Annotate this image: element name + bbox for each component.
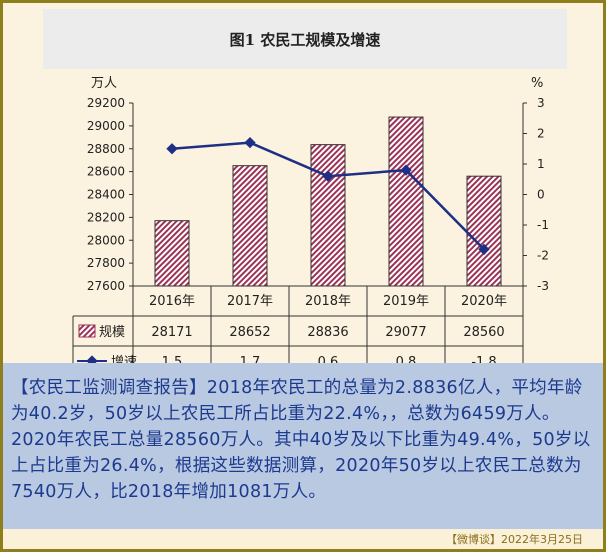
y-right-tick-label: -2 — [537, 249, 549, 263]
y-right-tick-label: -1 — [537, 218, 549, 232]
table-cell-value: 29077 — [385, 325, 426, 340]
table-cell-value: 0.8 — [396, 355, 417, 363]
table-cell-value: 1.5 — [162, 355, 183, 363]
y-right-tick-label: 1 — [537, 157, 545, 171]
y-left-tick-label: 27800 — [87, 256, 125, 270]
y-left-tick-label: 28400 — [87, 188, 125, 202]
growth-point-2020年 — [478, 243, 490, 256]
report-panel: 【农民工监测调查报告】2018年农民工的总量为2.8836亿人，平均年龄为40.… — [3, 363, 603, 529]
y-left-tick-label: 29200 — [87, 96, 125, 110]
footer-bar: 【微博谈】2022年3月25日 — [3, 529, 603, 549]
legend-swatch-marker — [86, 355, 98, 363]
report-text: 【农民工监测调查报告】2018年农民工的总量为2.8836亿人，平均年龄为40.… — [11, 378, 591, 502]
y-left-tick-label: 28200 — [87, 210, 125, 224]
y-right-unit: % — [531, 76, 543, 91]
x-category-label: 2018年 — [305, 294, 351, 309]
y-left-tick-label: 27600 — [87, 279, 125, 293]
y-right-tick-label: 0 — [537, 188, 545, 202]
table-cell-value: -1.8 — [471, 355, 496, 363]
bar-2020年 — [466, 175, 502, 287]
bar-2017年 — [232, 165, 268, 287]
table-cell-value: 1.7 — [240, 355, 261, 363]
y-left-tick-label: 28600 — [87, 165, 125, 179]
chart-area: 图1 农民工规模及增速 27600 27800 28000 28200 28400 286… — [3, 3, 603, 363]
y-right-tick-label: -3 — [537, 279, 549, 293]
combo-chart: 27600 27800 28000 28200 28400 28600 28800 29000… — [72, 76, 549, 363]
growth-point-2016年 — [166, 143, 178, 155]
legend-swatch-bar — [78, 324, 96, 338]
table-cell-value: 28652 — [229, 325, 270, 340]
table-cell-value: 28560 — [463, 325, 504, 340]
y-left-tick-label: 29000 — [87, 119, 125, 133]
x-category-label: 2020年 — [461, 294, 507, 309]
table-row-label: 规模 — [99, 325, 125, 340]
table-cell-value: 28836 — [307, 325, 348, 340]
chart-title-box: 图1 农民工规模及增速 — [43, 9, 567, 69]
table-row-label: 增速 — [111, 355, 137, 363]
x-category-label: 2017年 — [227, 294, 273, 309]
bar-2019年 — [388, 116, 424, 287]
growth-point-2017年 — [244, 136, 256, 149]
table-cell-value: 28171 — [151, 325, 192, 340]
x-category-label: 2019年 — [383, 294, 429, 309]
footer-source: 【微博谈】2022年3月25日 — [446, 533, 583, 546]
growth-point-2018年 — [322, 170, 334, 182]
bar-2016年 — [154, 220, 190, 287]
growth-point-2019年 — [400, 164, 412, 176]
chart-title: 图1 农民工规模及增速 — [229, 30, 381, 49]
x-category-label: 2016年 — [149, 294, 195, 309]
y-left-unit: 万人 — [91, 76, 117, 91]
bar-2018年 — [310, 144, 346, 287]
y-left-tick-label: 28800 — [87, 142, 125, 156]
table-cell-value: 0.6 — [318, 355, 339, 363]
y-right-tick-label: 2 — [537, 127, 545, 141]
y-right-tick-label: 3 — [537, 96, 545, 110]
y-left-tick-label: 28000 — [87, 233, 125, 247]
